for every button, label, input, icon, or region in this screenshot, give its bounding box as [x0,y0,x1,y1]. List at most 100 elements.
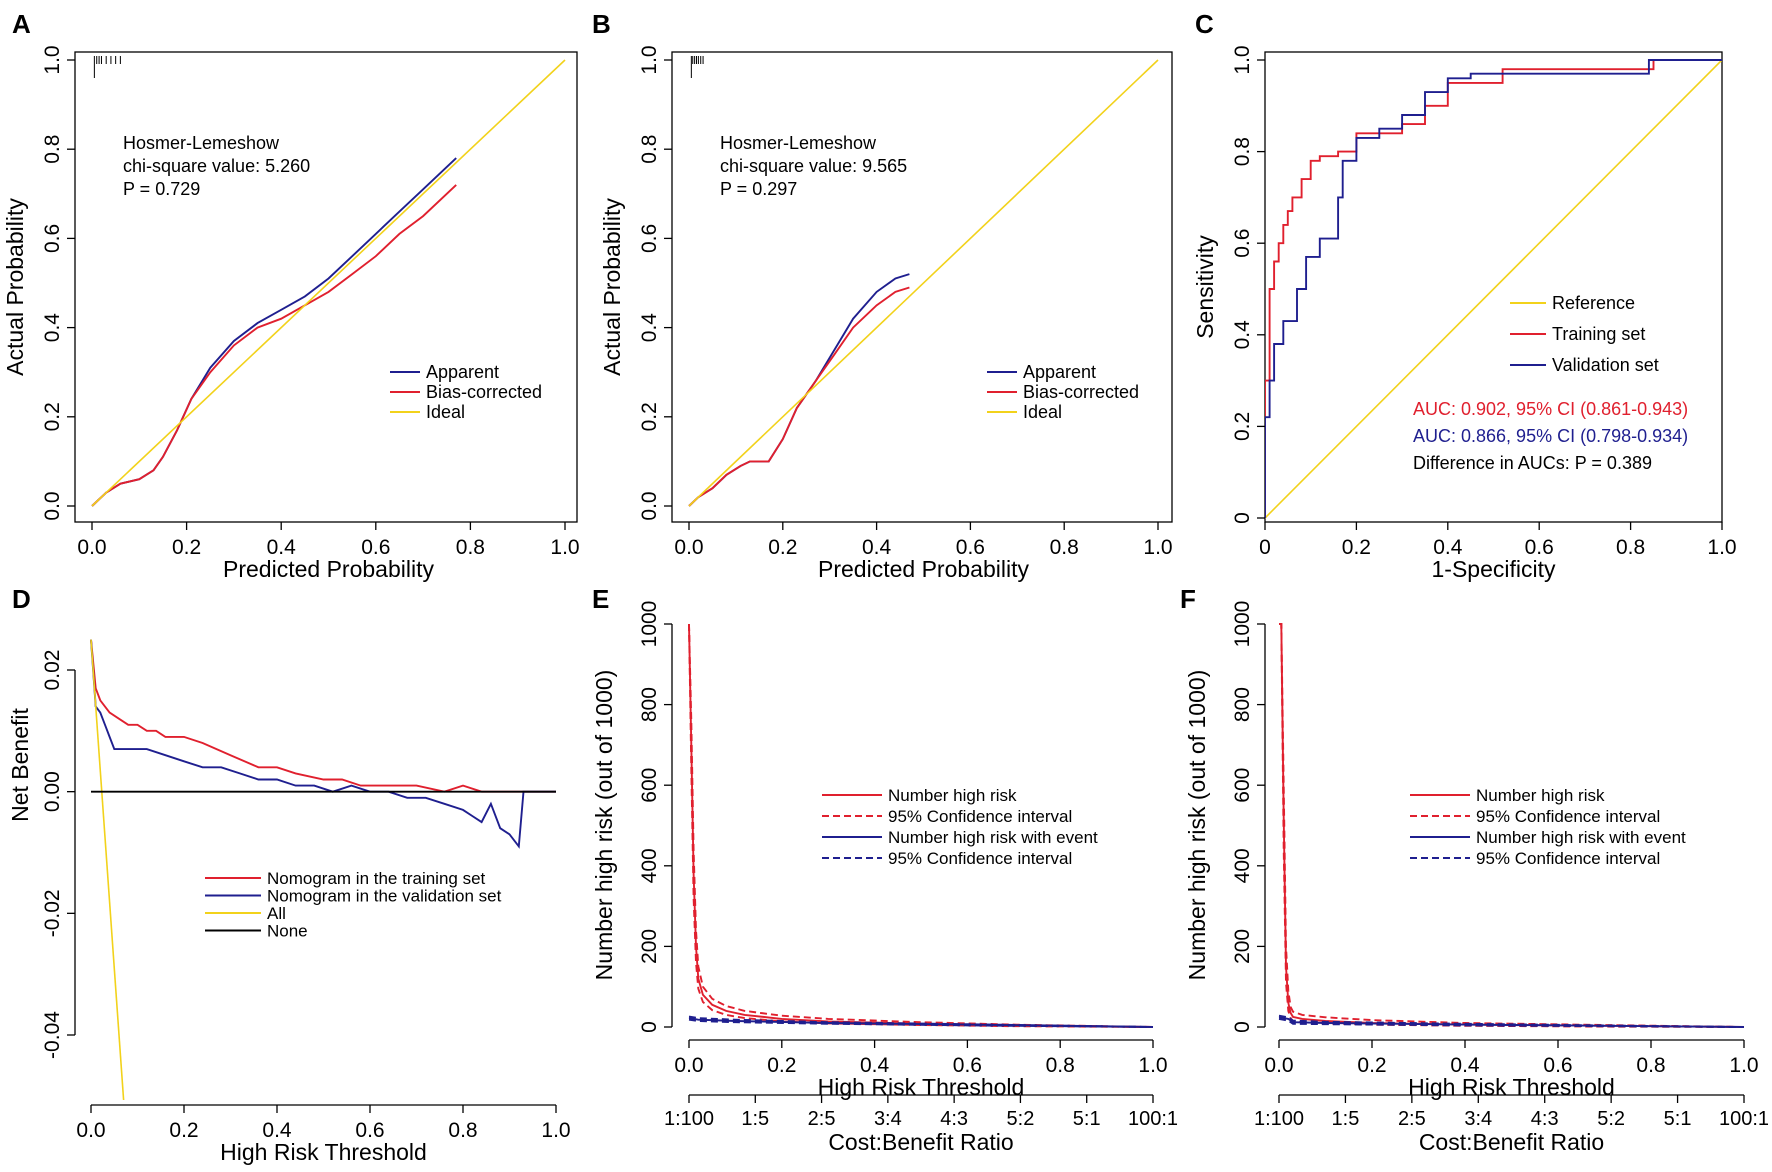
x2-tick-label: 1:5 [741,1108,769,1130]
panel-label: F [1180,584,1196,614]
x2-tick-label: 5:2 [1597,1108,1625,1130]
series-line-nomogram-in-the-validation-set [90,639,556,849]
panel-label: A [12,9,31,39]
series-group [90,639,556,1100]
panel-d: 0.0 0.2 0.4 0.6 0.8 1.0 High Risk Threshold -0.… [7,584,571,1165]
x2-tick-label: 1:5 [1332,1108,1360,1130]
x-tick-label: 0.2 [1357,1054,1386,1077]
y-tick-label: 0 [1231,512,1254,524]
x-axis-label: High Risk Threshold [818,1074,1025,1100]
series-line-95-confidence-interval-lower-event- [1278,1017,1745,1028]
y-axis-label: Sensitivity [1192,235,1218,339]
y-tick-label: -0.04 [41,1011,64,1059]
x-tick-label: 0.6 [953,1054,982,1077]
y-tick-label: 0.0 [638,491,661,520]
panel-f: 0.0 0.2 0.4 0.6 0.8 1.0 High Risk Threshold 1:1… [1180,584,1769,1155]
panel-label: E [592,584,609,614]
annotation-line: P = 0.297 [720,179,797,199]
y-tick-label: 0.6 [41,224,64,253]
y-tick-label: 0.4 [638,313,661,343]
y-tick-label: 0.4 [41,313,64,343]
legend-entry: Apparent [1023,362,1096,382]
y-tick-label: 200 [1231,929,1254,964]
y-tick-label: 0.4 [1231,320,1254,350]
series-line-ideal [688,59,1159,507]
y-axis-label: Actual Probability [2,198,28,376]
x-tick-label: 0.0 [674,536,703,559]
y-tick-label: 400 [1231,848,1254,883]
y-tick-label: 1.0 [1231,45,1254,74]
y-tick-label: 0 [638,1021,661,1033]
x-tick-label: 0.8 [1616,536,1645,559]
y-axis-label: Number high risk (out of 1000) [591,670,617,981]
series-line-95-confidence-interval-upper-event- [1278,1014,1745,1028]
x-tick-label: 0.6 [1525,536,1554,559]
legend-entry: All [267,904,286,923]
x-tick-label: 1.0 [1729,1054,1758,1077]
x-tick-label: 1.0 [541,1119,570,1142]
legend-entry: 95% Confidence interval [888,807,1072,826]
auc-text: AUC: 0.902, 95% CI (0.861-0.943) [1413,399,1688,419]
legend-entry: 95% Confidence interval [1476,849,1660,868]
x2-tick-label: 2:5 [808,1108,836,1130]
x-tick-label: 0.8 [1636,1054,1665,1077]
y-tick-label: 0.2 [638,402,661,431]
panel-e: 0.0 0.2 0.4 0.6 0.8 1.0 High Risk Threshold 1:1… [591,584,1178,1155]
plot-frame [671,51,1173,523]
x-axis-label: Predicted Probability [818,556,1029,582]
x2-axis-label: Cost:Benefit Ratio [828,1129,1013,1155]
y-tick-label: 1.0 [41,45,64,74]
annotation-line: P = 0.729 [123,179,200,199]
series-line-bias-corrected [91,184,457,507]
legend-entry: Number high risk with event [1476,828,1686,847]
x-axis-label: Predicted Probability [223,556,434,582]
y-tick-label: 200 [638,929,661,964]
y-axis-label: Actual Probability [599,198,625,376]
series-line-95-confidence-interval-upper-event- [688,1015,1154,1028]
x2-tick-label: 100:1 [1128,1108,1178,1130]
y-axis-label: Number high risk (out of 1000) [1184,670,1210,981]
x-tick-label: 1.0 [1138,1054,1167,1077]
y-tick-label: 0.2 [41,402,64,431]
y-tick-label: 0.8 [638,135,661,164]
x-tick-label: 0.2 [768,536,797,559]
x-tick-label: 0.4 [860,1054,890,1077]
x-tick-label: 0.6 [1543,1054,1572,1077]
x2-tick-label: 3:4 [1464,1108,1492,1130]
series-group [688,59,1159,507]
x-tick-label: 0.4 [862,536,892,559]
auc-text: AUC: 0.866, 95% CI (0.798-0.934) [1413,426,1688,446]
x2-tick-label: 4:3 [940,1108,968,1130]
series-line-95-confidence-interval-upper [688,623,1154,1028]
y-tick-label: 800 [1231,687,1254,722]
legend-entry: Ideal [426,402,465,422]
y-tick-label: 400 [638,848,661,883]
y-tick-label: 600 [638,768,661,803]
x2-tick-label: 3:4 [874,1108,902,1130]
legend-entry: Ideal [1023,402,1062,422]
panel-label: C [1195,9,1214,39]
panel-c: 0 0.2 0.4 0.6 0.8 1.0 1-Specificity 0 0.2 0.4 0.6 0… [1192,9,1737,582]
panel-label: D [12,584,31,614]
x-tick-label: 0.4 [1450,1054,1480,1077]
legend-entry: None [267,922,308,941]
y-tick-label: 0.0 [41,491,64,520]
legend-entry: Bias-corrected [426,382,542,402]
series-group [1265,59,1722,519]
x-axis-label: High Risk Threshold [220,1139,427,1165]
x-tick-label: 0.2 [1342,536,1371,559]
annotation-line: Hosmer-Lemeshow [720,133,877,153]
legend-entry: Number high risk [1476,786,1605,805]
y-tick-label: 1000 [1231,601,1254,648]
plot-frame [1264,51,1723,523]
series-group [1278,623,1745,1028]
legend-entry: Training set [1552,324,1645,344]
x-axis-label: 1-Specificity [1432,556,1556,582]
y-tick-label: 0.00 [41,771,64,812]
x-axis-label: High Risk Threshold [1408,1074,1615,1100]
series-line-apparent [688,273,910,507]
legend-entry: Nomogram in the training set [267,869,486,888]
x-tick-label: 0.2 [169,1119,198,1142]
x-tick-label: 0.2 [767,1054,796,1077]
